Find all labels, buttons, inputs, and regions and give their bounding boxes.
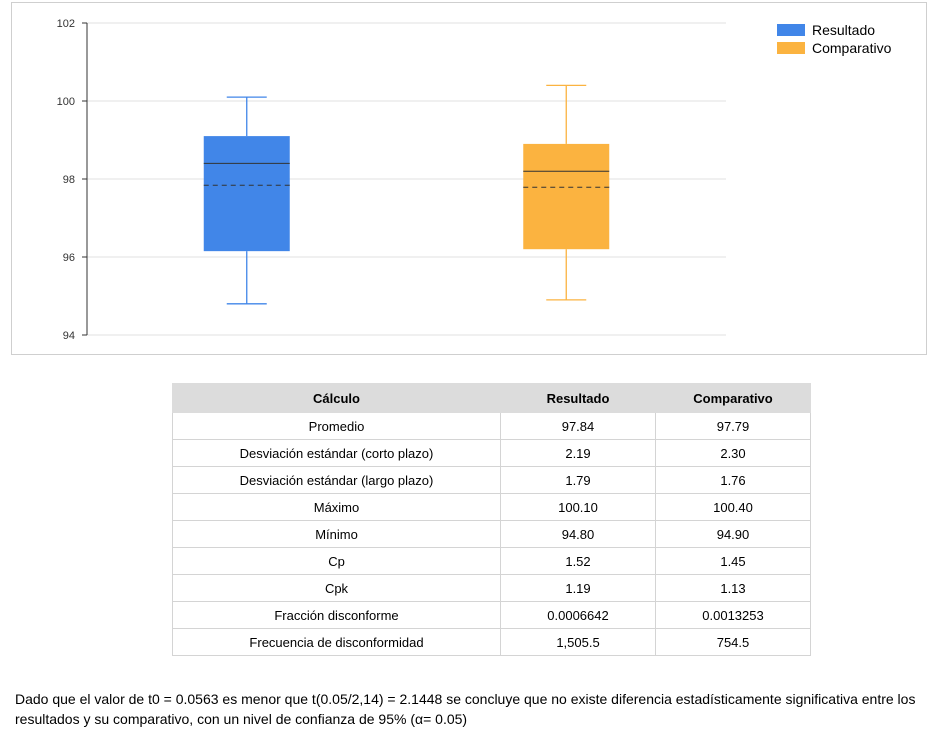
table-cell-comparativo: 94.90 bbox=[655, 520, 811, 548]
table-cell-comparativo: 754.5 bbox=[655, 628, 811, 656]
conclusion-text: Dado que el valor de t0 = 0.0563 es meno… bbox=[15, 691, 916, 727]
table-row: Fracción disconforme 0.0006642 0.0013253 bbox=[172, 601, 811, 629]
table-cell-resultado: 0.0006642 bbox=[500, 601, 656, 629]
table-row: Desviación estándar (corto plazo) 2.19 2.3… bbox=[172, 439, 811, 467]
table-cell-comparativo: 0.0013253 bbox=[655, 601, 811, 629]
table-cell-calculo: Cpk bbox=[172, 574, 501, 602]
y-tick-label: 102 bbox=[57, 18, 75, 30]
legend-swatch-comparativo bbox=[777, 42, 805, 54]
table-cell-comparativo: 1.76 bbox=[655, 466, 811, 494]
table-cell-comparativo: 1.45 bbox=[655, 547, 811, 575]
y-tick-label: 100 bbox=[57, 96, 75, 108]
y-tick-label: 96 bbox=[63, 252, 75, 264]
table-cell-resultado: 1.52 bbox=[500, 547, 656, 575]
boxplot-chart: 94 96 98 100 102 Resultado Comparativo bbox=[11, 2, 927, 355]
table-cell-resultado: 1.19 bbox=[500, 574, 656, 602]
table-cell-calculo: Mínimo bbox=[172, 520, 501, 548]
table-cell-calculo: Desviación estándar (corto plazo) bbox=[172, 439, 501, 467]
table-cell-comparativo: 97.79 bbox=[655, 412, 811, 440]
table-cell-calculo: Frecuencia de disconformidad bbox=[172, 628, 501, 656]
table-cell-resultado: 100.10 bbox=[500, 493, 656, 521]
table-row: Cp 1.52 1.45 bbox=[172, 547, 811, 575]
table-row: Promedio 97.84 97.79 bbox=[172, 412, 811, 440]
table-header-calculo: Cálculo bbox=[172, 383, 501, 413]
table-cell-resultado: 94.80 bbox=[500, 520, 656, 548]
table-cell-resultado: 1,505.5 bbox=[500, 628, 656, 656]
table-cell-resultado: 2.19 bbox=[500, 439, 656, 467]
y-tick-label: 98 bbox=[63, 174, 75, 186]
table-cell-calculo: Promedio bbox=[172, 412, 501, 440]
table-header-comparativo: Comparativo bbox=[655, 383, 811, 413]
boxplot-svg: 94 96 98 100 102 bbox=[57, 18, 726, 342]
statistics-table: Cálculo Resultado Comparativo Promedio 97… bbox=[172, 383, 811, 656]
box-resultado bbox=[203, 136, 290, 252]
legend-label-comparativo: Comparativo bbox=[812, 40, 892, 56]
legend-swatch-resultado bbox=[777, 24, 805, 36]
legend-item-resultado: Resultado bbox=[777, 21, 891, 39]
table-cell-calculo: Desviación estándar (largo plazo) bbox=[172, 466, 501, 494]
table-body: Promedio 97.84 97.79 Desviación estándar (c… bbox=[172, 412, 811, 656]
y-tick-label: 94 bbox=[63, 330, 75, 342]
table-row: Frecuencia de disconformidad 1,505.5 754.5 bbox=[172, 628, 811, 656]
table-header-resultado: Resultado bbox=[500, 383, 656, 413]
box-comparativo bbox=[523, 143, 610, 250]
table-header-row: Cálculo Resultado Comparativo bbox=[172, 383, 811, 413]
table-cell-comparativo: 2.30 bbox=[655, 439, 811, 467]
table-row: Máximo 100.10 100.40 bbox=[172, 493, 811, 521]
table-cell-calculo: Cp bbox=[172, 547, 501, 575]
table-cell-comparativo: 1.13 bbox=[655, 574, 811, 602]
table-cell-calculo: Máximo bbox=[172, 493, 501, 521]
chart-legend: Resultado Comparativo bbox=[777, 21, 891, 57]
table-cell-calculo: Fracción disconforme bbox=[172, 601, 501, 629]
legend-item-comparativo: Comparativo bbox=[777, 39, 891, 57]
legend-label-resultado: Resultado bbox=[812, 22, 876, 38]
table-cell-comparativo: 100.40 bbox=[655, 493, 811, 521]
table-row: Cpk 1.19 1.13 bbox=[172, 574, 811, 602]
table-cell-resultado: 97.84 bbox=[500, 412, 656, 440]
table-row: Desviación estándar (largo plazo) 1.79 1.7… bbox=[172, 466, 811, 494]
table-row: Mínimo 94.80 94.90 bbox=[172, 520, 811, 548]
table-cell-resultado: 1.79 bbox=[500, 466, 656, 494]
